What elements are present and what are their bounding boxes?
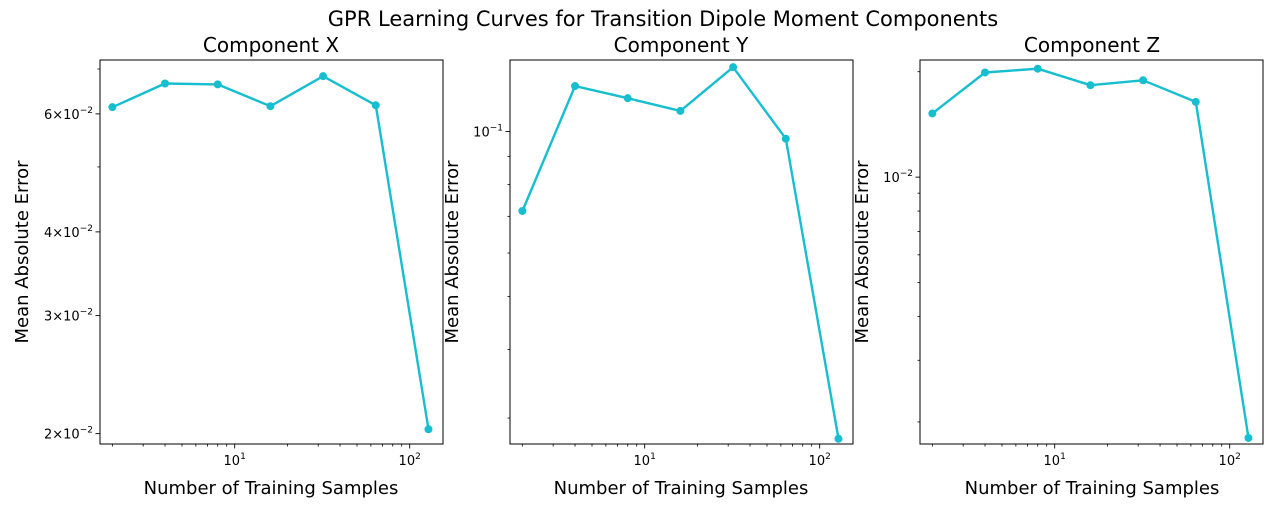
data-point [518,206,527,215]
data-point [623,94,632,103]
data-point [571,82,580,91]
axes-frame [99,59,444,445]
data-point [266,102,275,111]
series-line [111,74,430,430]
y-tick-label: 10−2 [883,169,913,186]
data-point [928,109,937,118]
y-tick-label: 10−1 [473,123,503,140]
data-point [676,106,685,115]
subplot-title: Component Z [1024,33,1160,57]
x-axis-label: Number of Training Samples [965,478,1220,499]
x-tick-label: 101 [224,452,246,469]
x-tick-label: 102 [399,452,421,469]
data-point [781,134,790,143]
x-axis-label: Number of Training Samples [554,478,809,499]
data-point [161,79,170,88]
series-line [521,65,840,439]
x-tick-label: 101 [1044,452,1066,469]
data-point [1191,97,1200,106]
x-axis-label: Number of Training Samples [144,478,399,499]
data-point [729,63,738,72]
y-tick-label: 6×10−2 [44,106,93,123]
data-point [981,68,990,77]
y-axis-label: Mean Absolute Error [852,160,873,344]
subplot-z: Component Z Number of Training Samples M… [852,33,1264,499]
data-point [319,72,328,81]
y-tick-label: 3×10−2 [44,308,93,325]
data-point [424,425,433,434]
y-axis-label: Mean Absolute Error [12,160,33,344]
data-point [213,80,222,89]
data-point [1086,81,1095,90]
x-tick-label: 102 [809,452,831,469]
subplot-title: Component X [203,33,339,57]
subplot-title: Component Y [614,33,749,57]
subplot-x: Component X Number of Training Samples M… [12,33,444,499]
series-line [931,67,1250,439]
y-tick-label: 4×10−2 [44,224,93,241]
x-tick-label: 102 [1219,452,1241,469]
data-point [371,101,380,110]
subplot-y: Component Y Number of Training Samples M… [442,33,854,499]
data-point [1139,76,1148,85]
data-point [108,103,117,112]
figure-title: GPR Learning Curves for Transition Dipol… [328,7,998,31]
data-point [1033,64,1042,73]
x-tick-label: 101 [634,452,656,469]
data-point [1244,433,1253,442]
axes-frame [509,59,854,445]
y-axis-label: Mean Absolute Error [442,160,463,344]
data-point [834,434,843,443]
y-tick-label: 2×10−2 [44,426,93,443]
axes-frame [919,59,1264,445]
